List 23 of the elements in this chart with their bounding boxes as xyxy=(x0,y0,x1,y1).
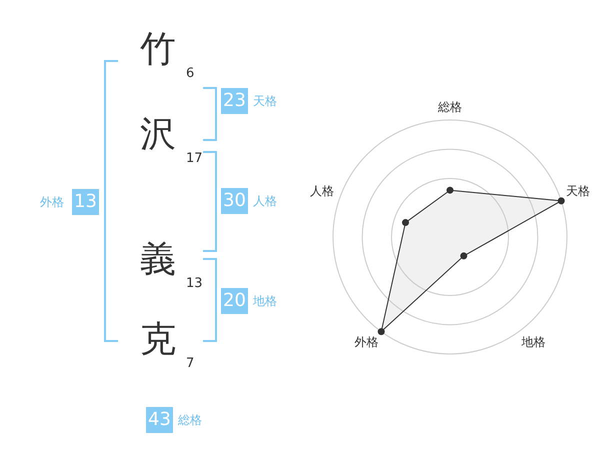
text: 人格 xyxy=(253,193,277,210)
spoke-label: 外格 xyxy=(354,335,378,349)
category-label: 克 xyxy=(140,319,176,360)
category-label: 竹 xyxy=(140,29,176,70)
spoke-label: 天格 xyxy=(566,184,590,198)
text: 43 xyxy=(146,407,173,433)
text: 天格 xyxy=(253,93,277,110)
text: 13 xyxy=(186,276,203,291)
text: 13 xyxy=(72,189,99,215)
text: 23 xyxy=(221,88,248,114)
text: 地格 xyxy=(253,293,277,310)
text: 総格 xyxy=(178,412,202,429)
text: 17 xyxy=(186,151,203,166)
spoke-label: 総格 xyxy=(437,100,462,114)
spoke-label: 地格 xyxy=(520,335,546,349)
spoke-label: 人格 xyxy=(310,184,334,198)
text: 20 xyxy=(221,288,248,314)
text: 外格 xyxy=(40,194,64,211)
text: 30 xyxy=(221,188,248,214)
text: 7 xyxy=(186,356,194,371)
text: 6 xyxy=(186,66,194,81)
category-label: 沢 xyxy=(140,114,176,155)
category-label: 義 xyxy=(140,239,176,280)
